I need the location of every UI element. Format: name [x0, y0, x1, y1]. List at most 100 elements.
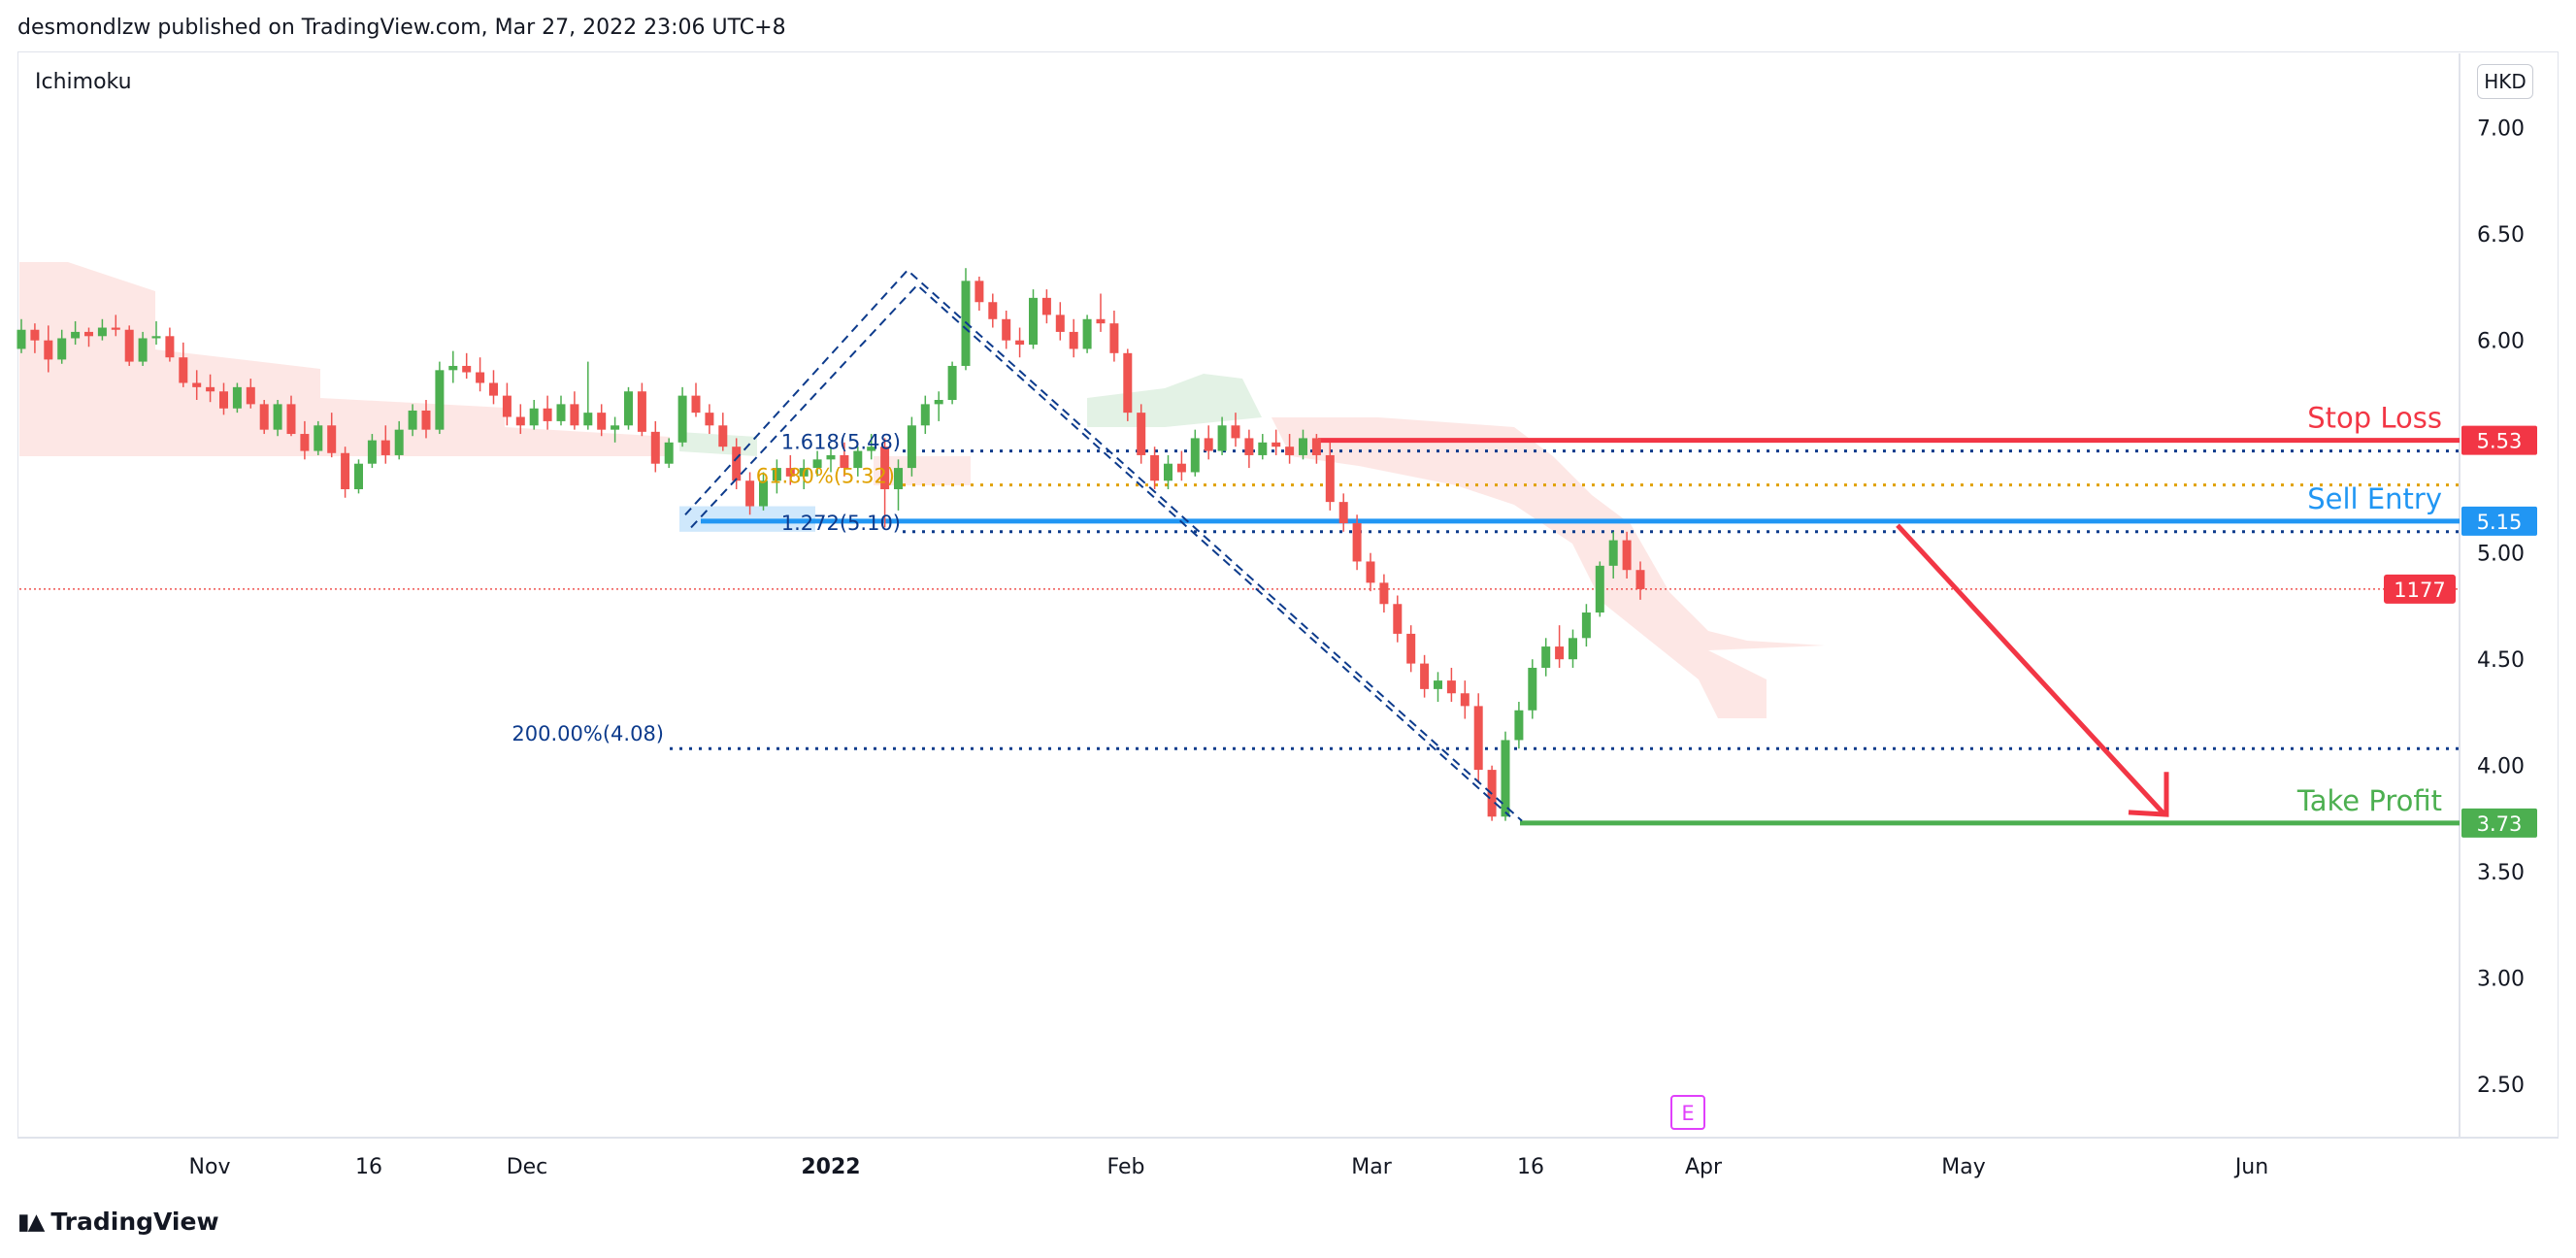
candle-body	[1379, 582, 1389, 605]
candle-body	[1338, 502, 1348, 524]
candle-body	[1434, 680, 1442, 689]
candle-body	[785, 468, 795, 477]
candle-body	[1029, 297, 1038, 346]
candle-body	[1569, 638, 1577, 660]
candle	[151, 320, 161, 346]
earnings-marker-box	[1670, 1095, 1705, 1130]
candle	[840, 442, 849, 477]
candle	[502, 382, 512, 426]
candle	[1460, 680, 1470, 719]
candle-body	[732, 447, 742, 481]
x-axis: Nov 16 Dec 2022 Feb Mar 16 Apr May Jun	[189, 1155, 2269, 1179]
candle	[17, 318, 26, 353]
candle-body	[880, 447, 890, 489]
candle-body	[408, 410, 417, 430]
candle-body	[476, 372, 485, 383]
candle	[1420, 654, 1430, 698]
candle	[1137, 404, 1146, 464]
fib-level-label: 200.00%(4.08)	[512, 722, 664, 745]
candle-body	[1041, 297, 1051, 315]
earnings-marker-text: E	[1681, 1102, 1694, 1125]
candlestick-series	[17, 268, 1645, 821]
candle-body	[421, 410, 431, 430]
candle	[314, 420, 323, 455]
candle-body	[448, 365, 458, 371]
candle-body	[920, 404, 930, 426]
candle-body	[974, 281, 984, 303]
axis-lines	[17, 53, 2559, 1139]
footer-logo[interactable]: ▮▲ TradingView	[17, 1208, 219, 1236]
candle	[124, 325, 134, 366]
last-price-badge-bg	[2384, 574, 2456, 604]
x-tick-label: 16	[1517, 1155, 1544, 1179]
candle	[1069, 318, 1078, 358]
candle	[1096, 293, 1106, 332]
candle-body	[1231, 425, 1240, 439]
candle-body	[1460, 693, 1470, 707]
candle	[448, 350, 458, 383]
candle-body	[597, 413, 607, 430]
candle	[206, 374, 215, 403]
candle-body	[1137, 413, 1146, 455]
candle-body	[637, 391, 646, 432]
candle-body	[867, 447, 876, 451]
candle	[1406, 625, 1416, 673]
candle	[1608, 531, 1618, 579]
earnings-marker[interactable]: E	[1670, 1095, 1705, 1130]
candle	[57, 329, 67, 364]
candle	[1015, 327, 1025, 358]
stop-loss-label: Stop Loss	[2307, 402, 2442, 435]
candle-body	[1164, 463, 1172, 481]
fib-level-label: 1.618(5.48)	[781, 431, 901, 454]
candle	[570, 391, 579, 430]
candle	[1595, 561, 1604, 617]
candle-body	[1109, 323, 1119, 353]
x-tick-label: 2022	[801, 1155, 860, 1179]
y-tick-label: 5.00	[2477, 543, 2525, 567]
candle-body	[907, 425, 916, 469]
candle-body	[1271, 442, 1281, 447]
candle-body	[502, 395, 512, 417]
candle-body	[988, 302, 998, 319]
candle-body	[71, 331, 81, 339]
candle-body	[894, 468, 903, 489]
candle-body	[515, 416, 525, 426]
candle	[1393, 595, 1403, 643]
candle	[1514, 702, 1524, 749]
candle	[718, 413, 728, 451]
candle	[327, 413, 337, 458]
candle	[380, 425, 390, 464]
candle-body	[759, 480, 768, 507]
candle-body	[300, 434, 310, 451]
candle	[1123, 348, 1133, 421]
candle-body	[1635, 570, 1645, 589]
candle-body	[1446, 680, 1456, 694]
y-tick-label: 6.00	[2477, 330, 2525, 354]
candle	[30, 323, 40, 353]
candle-body	[691, 395, 701, 414]
candle	[138, 331, 148, 366]
candle-body	[273, 404, 282, 430]
candle-body	[543, 408, 552, 421]
candle	[1109, 311, 1119, 362]
candle	[179, 342, 188, 387]
candle	[677, 386, 687, 447]
candle-body	[1555, 646, 1565, 660]
candle	[974, 276, 984, 312]
y-tick-label: 3.00	[2477, 968, 2525, 992]
candle-body	[1514, 710, 1524, 741]
candle	[961, 268, 971, 371]
candle-body	[1325, 454, 1335, 503]
candle-body	[179, 357, 188, 383]
candle-body	[1150, 454, 1160, 481]
candle-body	[1473, 706, 1483, 771]
ichimoku-cloud	[19, 262, 1825, 718]
currency-badge[interactable]: HKD	[2477, 64, 2533, 99]
candle	[1190, 429, 1200, 477]
y-tick-label: 3.50	[2477, 861, 2525, 885]
candle-body	[1096, 318, 1106, 324]
candle	[583, 361, 593, 430]
candle-body	[745, 480, 755, 507]
y-axis: 7.006.506.005.505.004.504.003.503.002.50…	[2461, 117, 2537, 1098]
